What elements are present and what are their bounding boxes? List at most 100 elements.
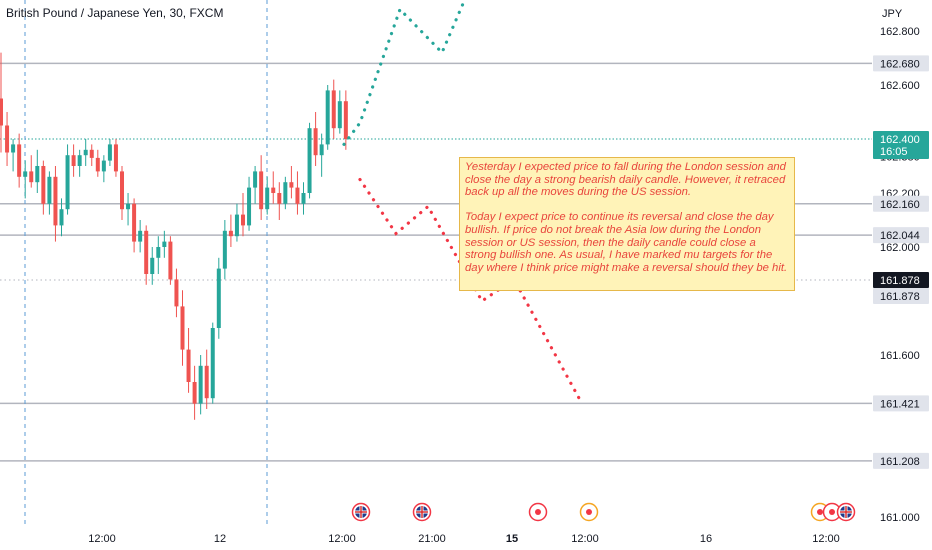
candle xyxy=(17,133,22,188)
candle xyxy=(71,144,76,177)
economic-event-icon xyxy=(579,502,599,522)
gbp-flag-icon xyxy=(351,502,371,522)
price-axis[interactable]: JPY163.200162.800162.600162.200162.00016… xyxy=(872,0,932,550)
candle xyxy=(132,198,137,253)
candle-body xyxy=(107,144,112,161)
time-tick-label-2: 12:00 xyxy=(328,533,356,545)
candle xyxy=(180,290,185,366)
candle-body xyxy=(186,349,191,382)
candle xyxy=(186,328,191,393)
candle-body xyxy=(337,101,342,129)
time-tick-label-4: 15 xyxy=(506,533,518,545)
candle xyxy=(77,149,82,177)
level-badge-label-1: 162.680 xyxy=(880,58,920,70)
gbp-flag-icon xyxy=(836,502,856,522)
price-tick-label-1: 162.800 xyxy=(880,26,920,38)
level-badge-4 xyxy=(873,271,929,288)
candle-body xyxy=(65,155,70,210)
candle xyxy=(228,214,233,247)
time-tick-label-7: 12:00 xyxy=(812,533,840,545)
time-tick-label-6: 16 xyxy=(700,533,712,545)
candle xyxy=(210,322,215,404)
candle-body xyxy=(113,144,118,172)
level-badge-1 xyxy=(873,55,929,72)
candle xyxy=(204,349,209,409)
candle-body xyxy=(162,241,167,247)
candle-body xyxy=(307,128,312,193)
candle xyxy=(41,160,46,215)
candle-body xyxy=(71,155,76,166)
projection-paths xyxy=(342,0,584,406)
candle-body xyxy=(11,144,16,153)
candle-body xyxy=(95,157,100,172)
candle-body xyxy=(47,176,52,204)
candle xyxy=(319,133,324,177)
candle-body xyxy=(138,230,143,242)
note-paragraph-2: Today I expect price to continue its rev… xyxy=(465,211,788,274)
candle xyxy=(247,176,252,231)
candle xyxy=(23,160,28,199)
candle xyxy=(283,176,288,210)
candle xyxy=(222,220,227,280)
candle xyxy=(234,203,239,242)
candle-body xyxy=(253,171,258,188)
candle-body xyxy=(331,90,336,129)
time-tick-label-5: 12:00 xyxy=(571,533,599,545)
candle xyxy=(277,182,282,220)
candle-body xyxy=(325,90,330,145)
text-note[interactable]: Yesterday I expected price to fall durin… xyxy=(459,157,795,291)
candle xyxy=(337,90,342,134)
economic-event-icon xyxy=(822,502,842,522)
candle-body xyxy=(295,187,300,204)
candle-body xyxy=(0,98,3,126)
candle xyxy=(47,171,52,215)
candle-body xyxy=(59,209,64,226)
candle xyxy=(325,85,330,150)
candle xyxy=(5,112,10,166)
candle-body xyxy=(265,187,270,210)
candle-body xyxy=(204,365,209,399)
event-markers xyxy=(351,502,856,522)
candle xyxy=(295,171,300,215)
gbp-flag-icon xyxy=(412,502,432,522)
candle xyxy=(265,176,270,215)
candle-body xyxy=(289,182,294,188)
candle-body xyxy=(126,203,131,210)
candle-body xyxy=(29,171,34,183)
level-badge-label-6: 161.421 xyxy=(880,398,920,410)
candle xyxy=(95,149,100,177)
candle xyxy=(313,112,318,166)
candle xyxy=(168,236,173,285)
level-badge-label-5: 161.878 xyxy=(880,291,920,303)
candle xyxy=(150,247,155,285)
level-badge-6 xyxy=(873,395,929,412)
current-price-label: 162.400 xyxy=(880,134,920,146)
candle-body xyxy=(89,149,94,158)
candle xyxy=(289,166,294,199)
candle-body xyxy=(144,230,149,274)
level-badge-label-7: 161.208 xyxy=(880,456,920,468)
candles xyxy=(0,52,348,420)
level-badge-label-3: 162.044 xyxy=(880,230,920,242)
symbol-title[interactable]: British Pound / Japanese Yen, 30, FXCM xyxy=(6,6,224,20)
candle xyxy=(216,257,221,339)
candle-body xyxy=(5,125,10,153)
time-axis[interactable]: 12:00 12 12:00 21:00 15 12:00 16 12:00 xyxy=(88,533,840,545)
candle-body xyxy=(132,203,137,242)
candle xyxy=(241,193,245,237)
candle-body xyxy=(210,328,215,399)
candle xyxy=(113,139,118,177)
candle xyxy=(83,139,88,166)
candle xyxy=(301,182,306,215)
candle xyxy=(35,149,40,193)
candle xyxy=(271,171,276,204)
level-badge-2 xyxy=(873,195,929,212)
candle-body xyxy=(180,306,185,350)
level-badge-label-4: 161.878 xyxy=(880,275,920,287)
level-badge-label-2: 162.160 xyxy=(880,199,920,211)
candle-body xyxy=(301,193,306,204)
bullish-projection-path xyxy=(342,0,467,146)
time-tick-label-3: 21:00 xyxy=(418,533,446,545)
candle xyxy=(53,166,58,242)
